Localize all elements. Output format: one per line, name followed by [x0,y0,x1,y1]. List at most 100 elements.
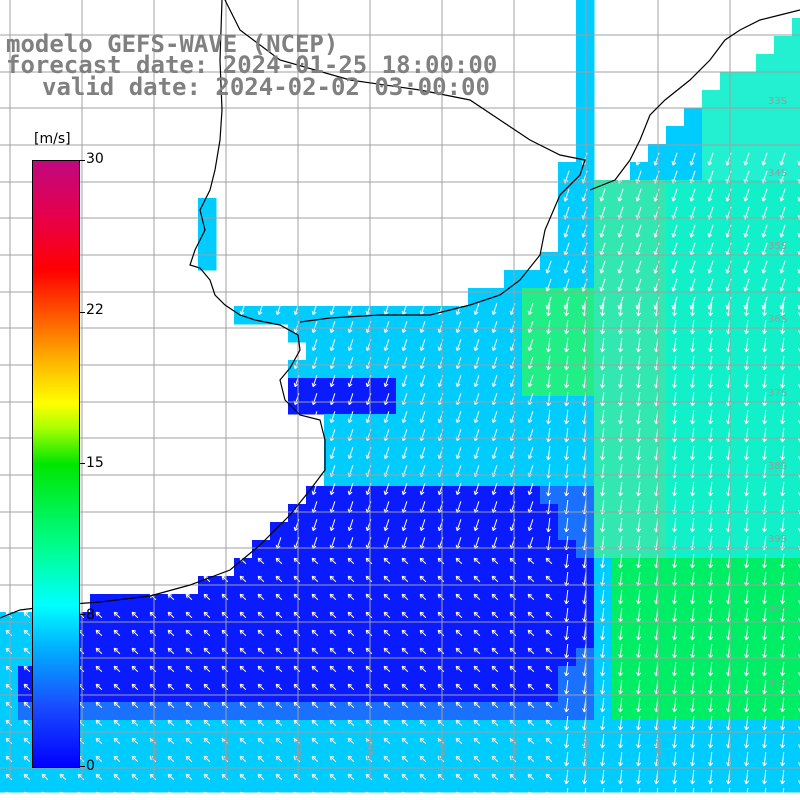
wind-arrow [600,697,606,713]
wind-speed-cell [486,684,505,703]
wind-arrow [401,557,409,565]
wind-speed-cell [306,594,325,613]
wind-arrow [401,773,409,781]
wind-arrow [383,773,391,781]
wind-arrow [437,557,445,565]
wind-arrow [546,319,552,335]
wind-speed-cell [414,720,433,739]
wind-speed-cell [288,702,307,721]
wind-arrow [419,393,426,406]
wind-arrow [5,665,13,673]
wind-arrow [708,643,714,659]
wind-arrow [762,355,768,371]
wind-speed-cell [288,396,307,415]
wind-arrow [708,697,714,713]
wind-arrow [203,683,211,691]
wind-arrow [708,445,714,461]
colorbar-tick-mark [79,312,85,313]
wind-arrow [293,755,301,763]
wind-arrow [779,224,786,238]
colorbar-tick-mark [79,766,85,767]
wind-arrow [563,188,570,202]
wind-speed-cell [450,306,469,325]
wind-speed-cell [342,378,361,397]
wind-speed-cell [180,648,199,667]
wind-speed-cell [450,378,469,397]
wind-speed-cell [558,288,577,307]
wind-arrow [708,607,714,623]
wind-speed-cell [306,540,325,559]
wind-speed-cell [792,666,800,685]
wind-arrow [761,278,768,292]
colorbar-tick-mark [79,160,85,161]
wind-arrow [347,611,355,619]
wind-arrow [383,701,391,709]
wind-speed-cell [720,198,739,217]
wind-arrow [708,661,714,677]
wind-speed-cell [234,756,253,775]
wind-arrow [743,224,750,238]
wind-arrow [617,224,624,238]
wind-arrow [546,409,552,425]
wind-arrow [690,643,696,659]
wind-arrow [419,557,427,565]
wind-arrow [275,629,283,637]
wind-speed-cell [504,288,523,307]
wind-arrow [329,429,336,442]
wind-speed-cell [198,774,217,793]
wind-speed-cell [216,594,235,613]
wind-arrow [545,737,553,745]
wind-arrow [672,409,678,425]
wind-speed-cell [306,774,325,793]
wind-speed-cell [774,198,793,217]
wind-arrow [491,665,499,673]
wind-arrow [636,679,642,695]
wind-arrow [762,643,768,659]
longitude-label: 58W [366,737,377,760]
wind-speed-cell [162,630,181,649]
wind-arrow [708,625,714,641]
wind-speed-cell [324,702,343,721]
wind-arrow [365,791,373,799]
wind-arrow [762,517,768,533]
wind-arrow [636,409,642,425]
wind-arrow [509,683,517,691]
wind-speed-cell [108,630,127,649]
wind-arrow [600,607,606,623]
wind-speed-cell [180,756,199,775]
wind-arrow [5,701,13,709]
wind-arrow [744,517,750,533]
wind-arrow [221,791,229,799]
wind-speed-cell [306,504,325,523]
wind-arrow [527,447,534,460]
wind-speed-cell [342,612,361,631]
wind-speed-cell [648,252,667,271]
wind-speed-cell [90,720,109,739]
wind-arrow [690,553,696,569]
wind-arrow [491,483,498,496]
wind-arrow [527,303,534,316]
wind-speed-cell [576,72,595,91]
wind-speed-cell [162,594,181,613]
wind-arrow [437,575,445,583]
wind-speed-cell [468,756,487,775]
wind-arrow [167,611,175,619]
wind-arrow [167,737,175,745]
wind-arrow [185,629,193,637]
wind-speed-cell [468,594,487,613]
wind-arrow [545,611,553,619]
wind-arrow [221,737,229,745]
wind-arrow [690,301,696,317]
wind-speed-cell [324,378,343,397]
latitude-label: 35S [768,241,787,252]
wind-speed-cell [216,612,235,631]
wind-speed-cell [486,630,505,649]
wind-arrow [203,791,211,799]
wind-arrow [599,188,606,202]
wind-arrow [779,260,786,274]
wind-speed-cell [720,252,739,271]
wind-arrow [780,445,786,461]
wind-speed-cell [504,342,523,361]
wind-arrow [600,373,606,389]
wind-speed-cell [0,702,19,721]
